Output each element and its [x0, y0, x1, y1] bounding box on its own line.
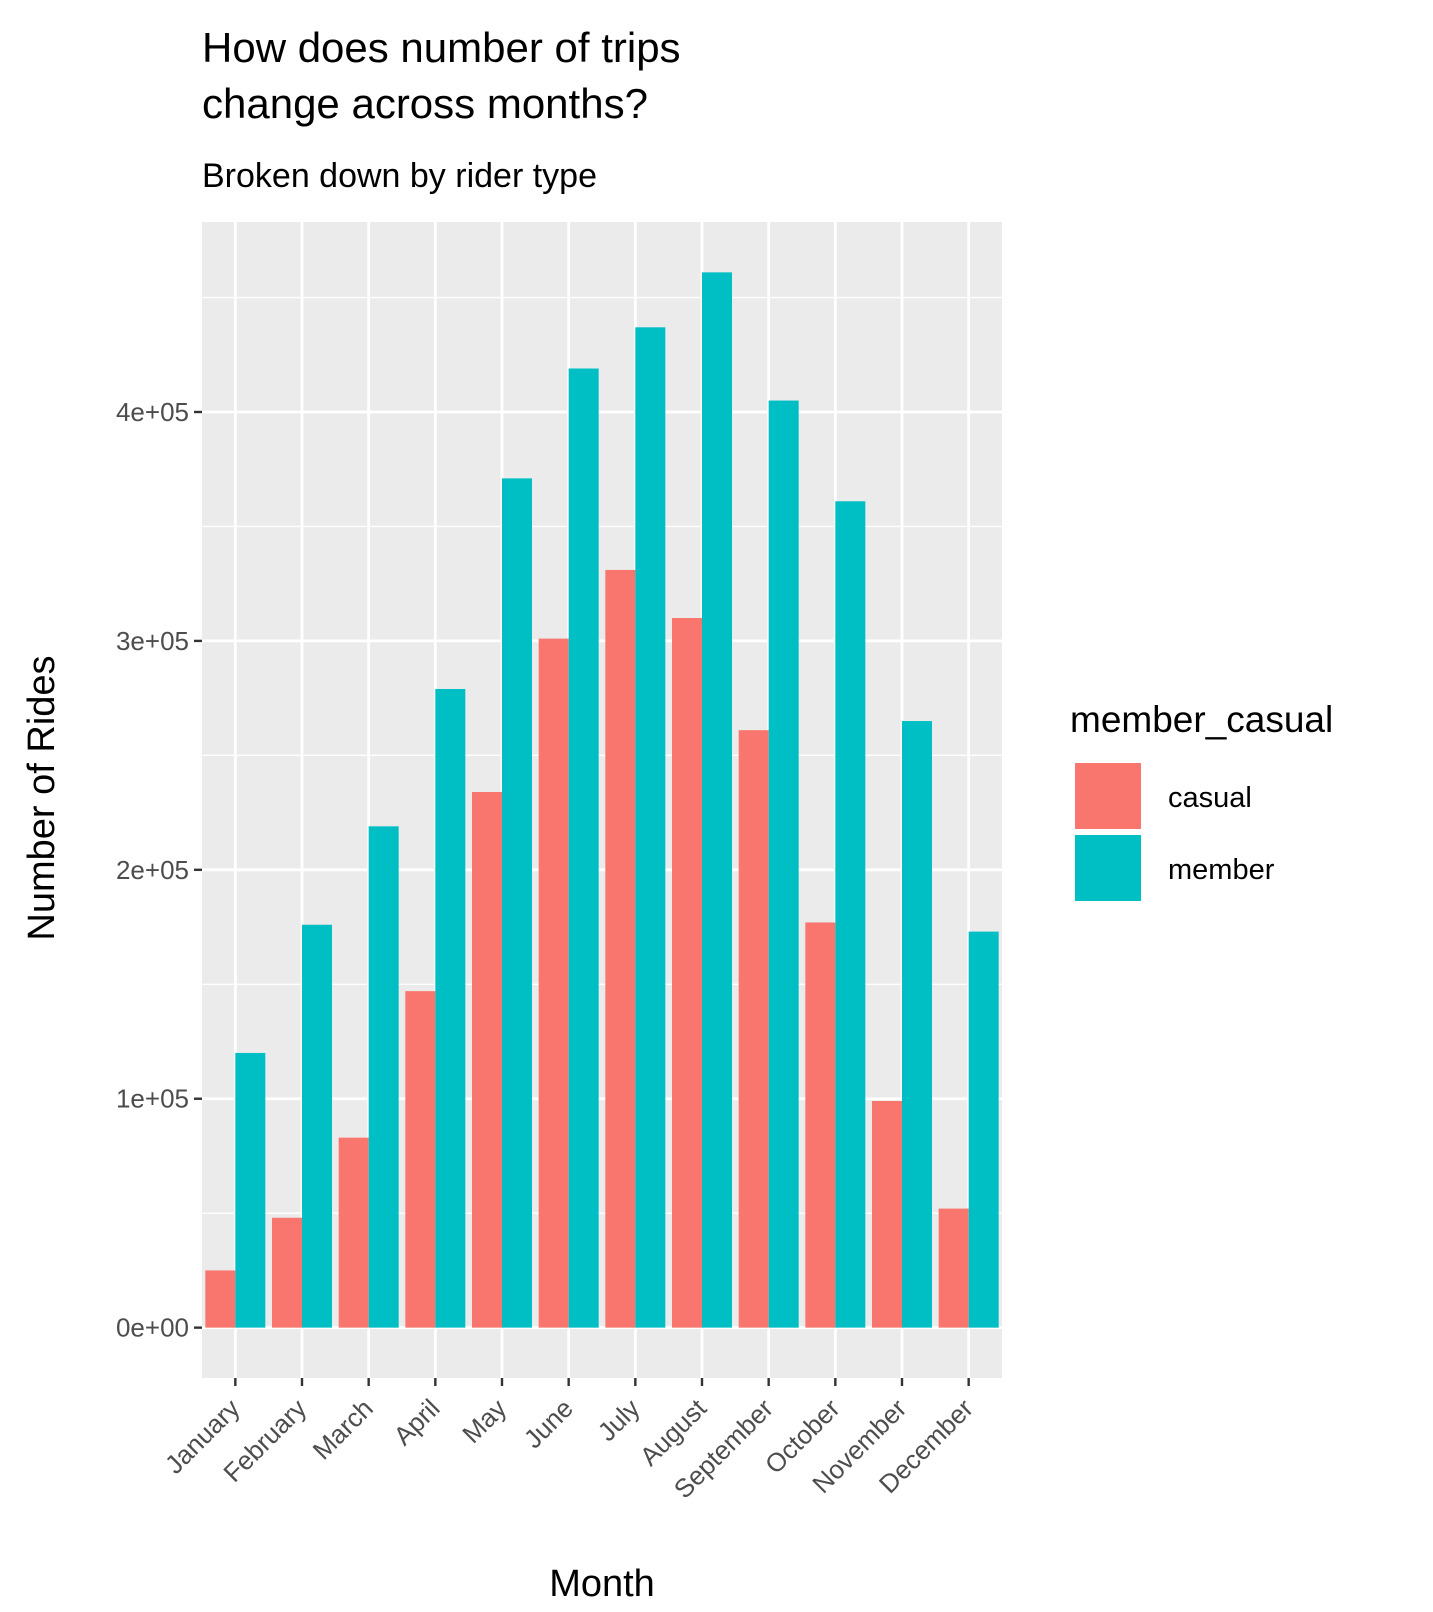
- y-tick-label: 2e+05: [116, 855, 189, 885]
- bar-member-february: [302, 924, 332, 1328]
- bar-casual-march: [338, 1137, 369, 1328]
- plot-panel: [202, 222, 1002, 1378]
- legend-key-member: [1073, 833, 1143, 903]
- x-tick-label: March: [307, 1393, 379, 1465]
- bar-casual-september: [738, 730, 769, 1328]
- y-tick-label: 3e+05: [116, 626, 189, 656]
- bar-member-may: [502, 478, 532, 1328]
- y-axis-title: Number of Rides: [21, 655, 63, 940]
- bar-member-january: [235, 1052, 266, 1328]
- legend-label-member: member: [1168, 854, 1275, 886]
- x-tick-label: April: [388, 1393, 446, 1451]
- chart-title-line-1: How does number of trips: [202, 24, 681, 71]
- x-tick-label: July: [592, 1393, 646, 1447]
- chart-title-line-2: change across months?: [202, 80, 648, 127]
- bar-casual-december: [938, 1208, 969, 1328]
- bar-casual-october: [805, 922, 836, 1328]
- bar-casual-may: [472, 791, 502, 1328]
- bar-casual-april: [405, 991, 436, 1328]
- legend-title: member_casual: [1070, 699, 1333, 740]
- y-tick-label: 0e+00: [116, 1313, 189, 1343]
- x-tick-label: May: [456, 1393, 512, 1449]
- bar-casual-february: [272, 1217, 302, 1328]
- x-axis-title: Month: [549, 1563, 655, 1605]
- bar-casual-july: [605, 569, 636, 1328]
- bar-member-november: [902, 721, 932, 1328]
- bar-member-december: [968, 931, 999, 1328]
- bar-member-april: [435, 688, 466, 1328]
- bar-casual-june: [538, 638, 569, 1328]
- bar-member-august: [702, 272, 732, 1328]
- bar-member-march: [368, 826, 399, 1328]
- bar-member-july: [635, 327, 666, 1328]
- bar-casual-august: [672, 618, 702, 1328]
- minor-gridlines: [202, 296, 1002, 1214]
- bar-member-june: [568, 368, 599, 1328]
- bar-member-october: [835, 501, 866, 1328]
- legend: member_casual casual member: [1070, 699, 1333, 903]
- y-tick-label: 1e+05: [116, 1084, 189, 1114]
- legend-key-casual: [1073, 761, 1143, 831]
- x-tick-label: June: [518, 1393, 579, 1454]
- bar-casual-january: [205, 1270, 236, 1328]
- y-axis: 0e+00 1e+05 2e+05 3e+05 4e+05: [116, 397, 202, 1343]
- bars: [205, 272, 999, 1328]
- bar-member-september: [768, 400, 799, 1328]
- y-tick-label: 4e+05: [116, 397, 189, 427]
- chart-subtitle: Broken down by rider type: [202, 157, 597, 195]
- bar-casual-november: [872, 1101, 902, 1328]
- legend-label-casual: casual: [1168, 782, 1252, 814]
